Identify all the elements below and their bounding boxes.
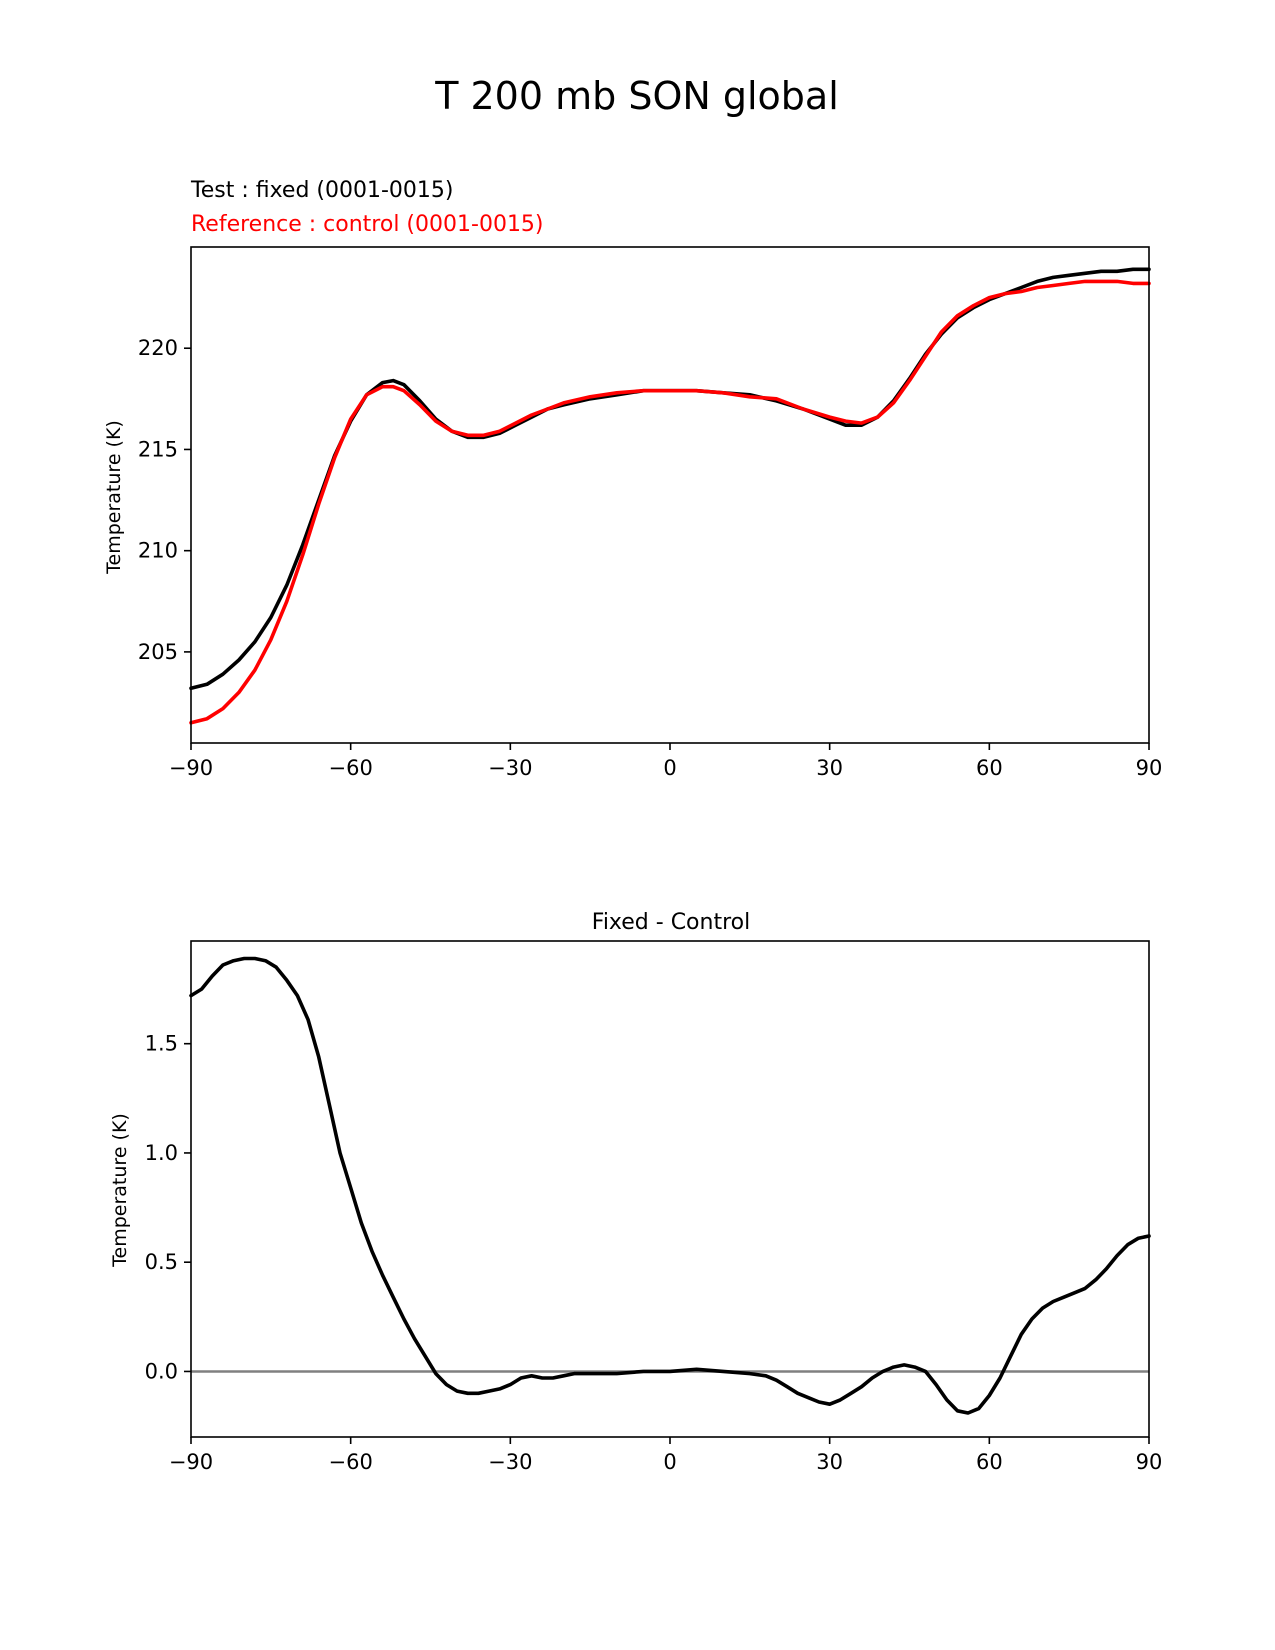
top-y-tick-label: 210 xyxy=(138,539,178,563)
top-y-tick-label: 220 xyxy=(138,336,178,360)
difference-title: Fixed - Control xyxy=(592,910,750,935)
figure-title: T 200 mb SON global xyxy=(434,74,839,118)
top-series-line-1 xyxy=(189,267,1151,691)
test-label: Test : fixed (0001-0015) xyxy=(190,178,454,203)
top-panel: Test : fixed (0001-0015) Reference : con… xyxy=(103,178,1162,780)
bottom-x-tick-label: −30 xyxy=(488,1450,532,1474)
bottom-x-tick-label: 60 xyxy=(976,1450,1003,1474)
bottom-y-tick-label: 0.0 xyxy=(145,1359,178,1383)
bottom-y-tick-label: 0.5 xyxy=(145,1250,178,1274)
top-x-tick-label: 90 xyxy=(1136,756,1163,780)
top-axes-frame xyxy=(190,246,1150,744)
bottom-panel: Fixed - Control Temperature (K) −90 −60 −3… xyxy=(109,910,1162,1474)
bottom-y-tick-label: 1.5 xyxy=(145,1032,178,1056)
bottom-axes-frame xyxy=(190,940,1150,1438)
bottom-x-tick-label: 90 xyxy=(1136,1450,1163,1474)
top-x-tick-label: 30 xyxy=(816,756,843,780)
top-x-tick-label: 0 xyxy=(663,756,676,780)
top-series-line-2 xyxy=(189,279,1151,725)
top-x-tick-label: −60 xyxy=(329,756,373,780)
bottom-y-tick-label: 1.0 xyxy=(145,1141,178,1165)
bottom-series-line-1 xyxy=(189,956,1151,1415)
top-y-axis-label: Temperature (K) xyxy=(103,420,125,575)
top-x-tick-label: 60 xyxy=(976,756,1003,780)
bottom-x-tick-label: 30 xyxy=(816,1450,843,1474)
reference-label: Reference : control (0001-0015) xyxy=(191,212,544,237)
top-x-tick-label: −90 xyxy=(169,756,213,780)
top-x-tick-label: −30 xyxy=(488,756,532,780)
top-plot-area: −90 −60 −30 0 30 60 90 205 210 215 220 xyxy=(138,246,1163,780)
bottom-plot-area: −90 −60 −30 0 30 60 90 0.0 0.5 1.0 1.5 xyxy=(145,940,1163,1474)
bottom-x-tick-label: −90 xyxy=(169,1450,213,1474)
top-y-tick-label: 215 xyxy=(138,437,178,461)
bottom-x-tick-label: 0 xyxy=(663,1450,676,1474)
bottom-x-tick-label: −60 xyxy=(329,1450,373,1474)
top-y-tick-label: 205 xyxy=(138,640,178,664)
bottom-y-axis-label: Temperature (K) xyxy=(109,1113,131,1268)
